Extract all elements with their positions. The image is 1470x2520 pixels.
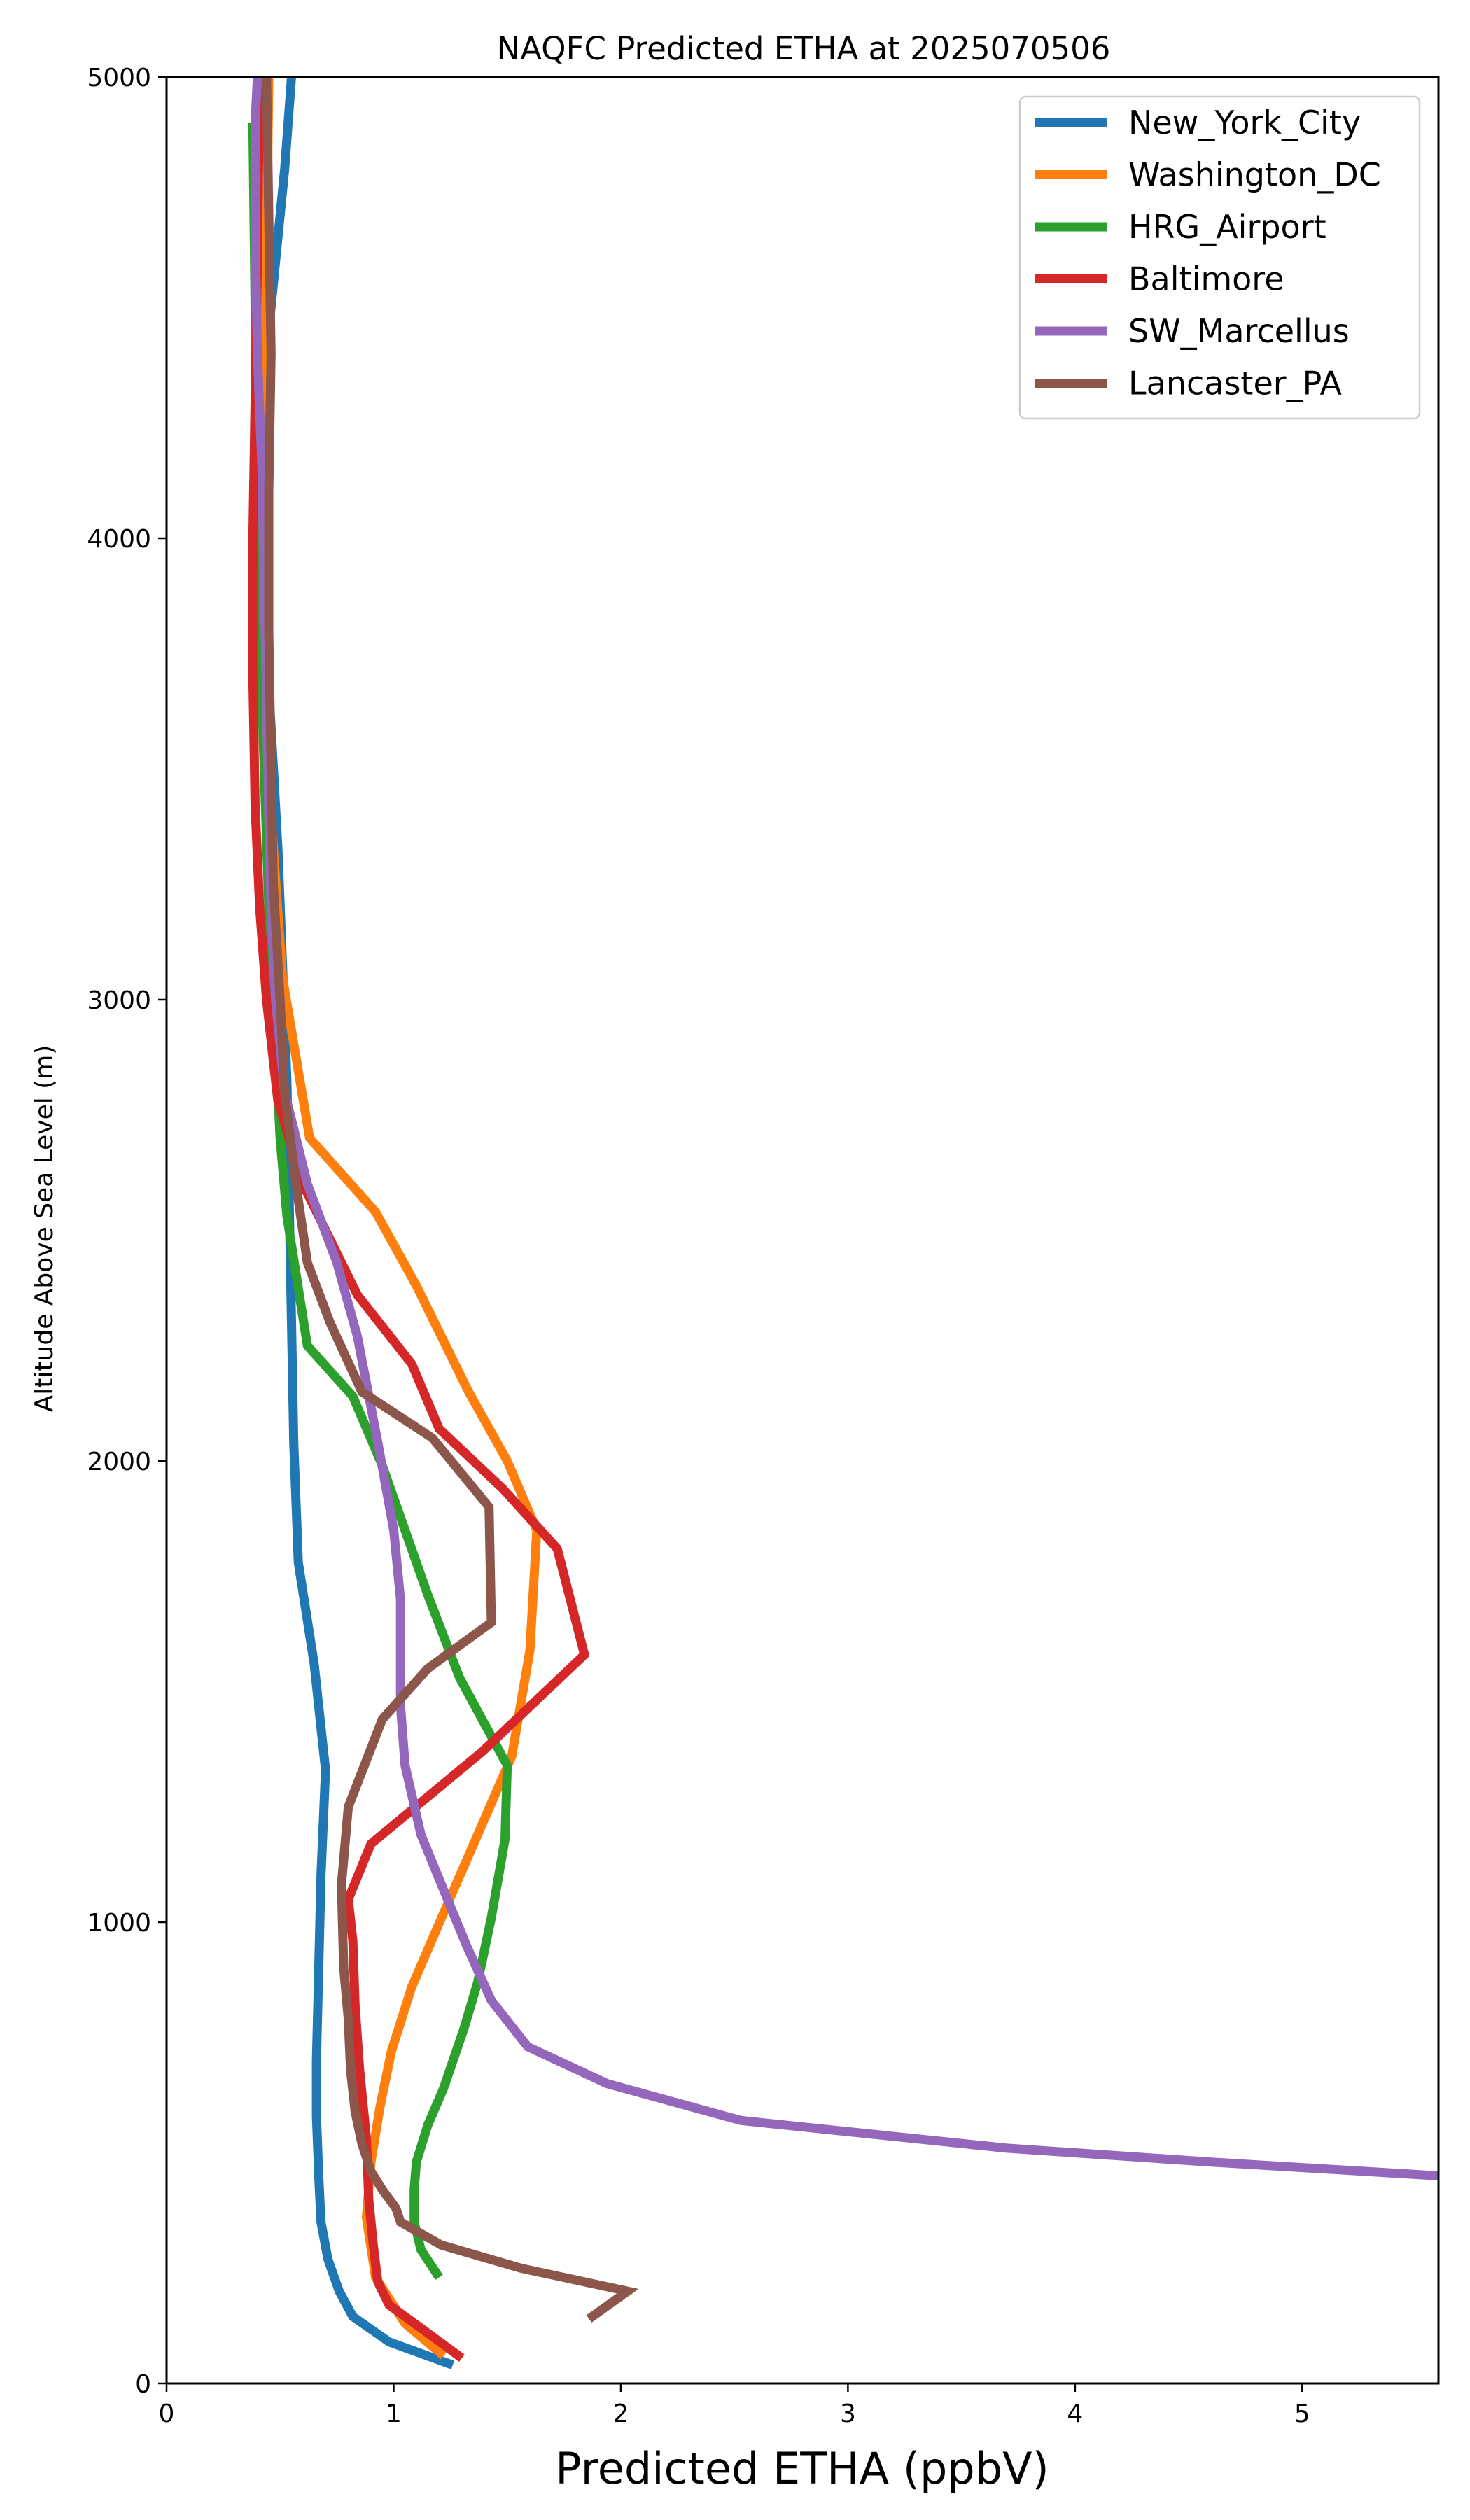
y-tick-label: 2000 [87, 1448, 151, 1476]
y-axis-ticks: 0 1000 2000 3000 4000 5000 [87, 64, 167, 2399]
series-layer [248, 77, 1438, 2370]
legend-label: Baltimore [1128, 260, 1284, 298]
y-tick-label: 5000 [87, 64, 151, 92]
legend-items: New_York_City Washington_DC HRG_Airport Bal… [1035, 104, 1381, 402]
legend-label: Washington_DC [1128, 156, 1381, 194]
legend: New_York_City Washington_DC HRG_Airport Bal… [1018, 95, 1421, 420]
x-axis-label: Predicted ETHA (ppbV) [555, 2443, 1049, 2494]
x-tick-label: 3 [840, 2400, 856, 2428]
series-line-lancaster-pa [262, 77, 639, 2323]
y-tick-label: 4000 [87, 525, 151, 554]
chart-title: NAQFC Predicted ETHA at 2025070506 [497, 30, 1111, 67]
x-tick-label: 1 [386, 2400, 402, 2428]
legend-label: Lancaster_PA [1128, 365, 1342, 402]
legend-label: SW_Marcellus [1128, 312, 1350, 350]
legend-label: HRG_Airport [1128, 208, 1326, 246]
y-tick-label: 1000 [87, 1909, 151, 1938]
legend-label: New_York_City [1128, 104, 1361, 141]
y-tick-label: 3000 [87, 986, 151, 1015]
x-axis-ticks: 0 1 2 3 4 5 [159, 2384, 1310, 2428]
y-tick-label: 0 [135, 2370, 151, 2399]
series-line-baltimore [248, 77, 590, 2362]
x-tick-label: 4 [1067, 2400, 1083, 2428]
plot-frame [165, 76, 1440, 2385]
x-tick-label: 5 [1294, 2400, 1310, 2428]
y-axis-label: Altitude Above Sea Level (m) [30, 1045, 59, 1413]
series-line-sw-marcellus [251, 77, 1438, 2180]
x-tick-label: 0 [159, 2400, 175, 2428]
legend-box [1018, 95, 1421, 420]
x-tick-label: 2 [612, 2400, 629, 2428]
